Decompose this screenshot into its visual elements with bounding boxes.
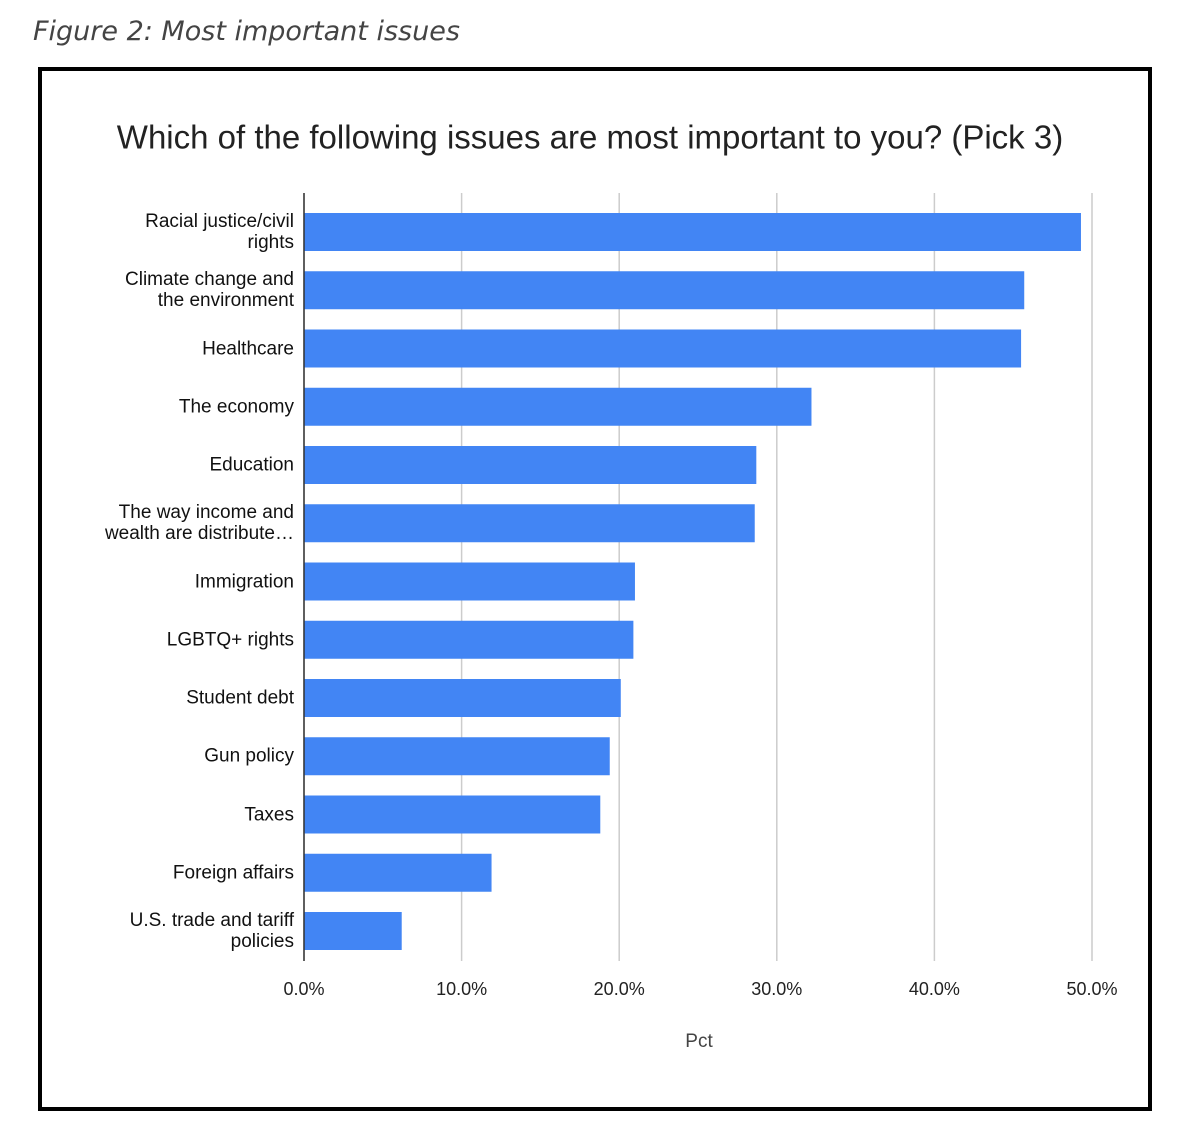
x-tick-label: 20.0% bbox=[594, 979, 645, 999]
chart-frame bbox=[38, 67, 1152, 1111]
x-tick-label: 0.0% bbox=[283, 979, 324, 999]
bar bbox=[304, 853, 492, 892]
chart-title: Which of the following issues are most i… bbox=[117, 119, 1063, 156]
bar bbox=[304, 679, 621, 717]
bar bbox=[304, 387, 812, 426]
bar bbox=[304, 271, 1025, 310]
x-tick-label: 10.0% bbox=[436, 979, 487, 999]
bar bbox=[304, 504, 755, 543]
y-tick-label: The economy bbox=[178, 396, 294, 418]
bar bbox=[304, 562, 635, 601]
bar bbox=[304, 329, 1022, 368]
y-tick-label: Student debt bbox=[186, 687, 294, 709]
y-tick-label: Climate change and the environment bbox=[125, 269, 294, 312]
y-tick-label: Racial justice/civil rights bbox=[145, 211, 294, 253]
caption: Figure 2: Most important issues bbox=[33, 16, 460, 47]
y-tick-label: Gun policy bbox=[204, 745, 294, 767]
bar bbox=[304, 912, 402, 950]
y-tick-label: The way income and wealth are distribute… bbox=[104, 502, 294, 545]
bar bbox=[304, 620, 634, 659]
bar bbox=[304, 795, 601, 834]
x-tick-label: 50.0% bbox=[1066, 979, 1117, 999]
y-tick-label: U.S. trade and tariff policies bbox=[129, 910, 294, 952]
x-axis-label: Pct bbox=[685, 1031, 713, 1052]
bar bbox=[304, 446, 757, 484]
y-tick-label: Education bbox=[209, 454, 294, 476]
bar bbox=[304, 737, 610, 776]
y-tick-label: Immigration bbox=[194, 571, 294, 592]
x-tick-label: 30.0% bbox=[751, 979, 802, 999]
y-tick-label: Taxes bbox=[244, 804, 294, 825]
y-tick-label: Foreign affairs bbox=[172, 862, 294, 884]
bar bbox=[304, 213, 1081, 251]
x-tick-label: 40.0% bbox=[909, 979, 960, 999]
y-tick-label: LGBTQ+ rights bbox=[166, 629, 294, 651]
y-tick-label: Healthcare bbox=[202, 338, 294, 359]
